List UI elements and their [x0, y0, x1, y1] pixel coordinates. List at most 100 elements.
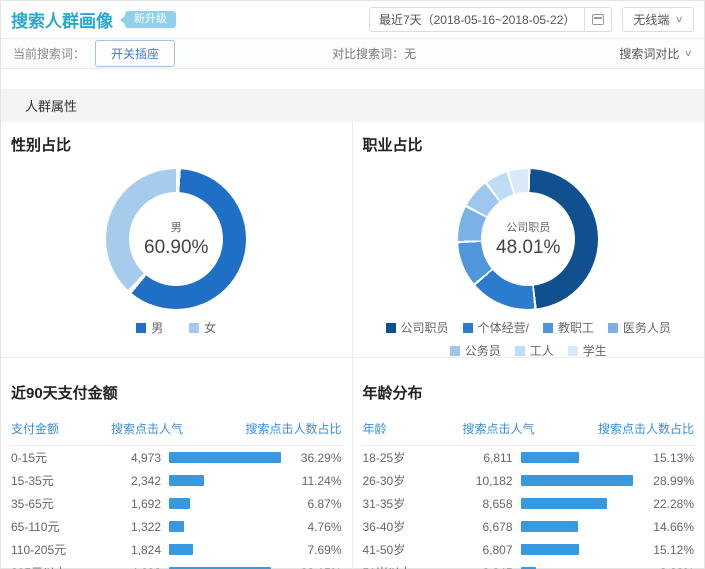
- row-percent: 7.69%: [307, 542, 342, 557]
- row-label: 0-15元: [11, 451, 48, 465]
- legend-item[interactable]: 男: [136, 319, 163, 336]
- gender-donut-center: 男 60.90%: [106, 169, 246, 309]
- legend-swatch: [567, 345, 578, 356]
- center-label: 男: [170, 222, 182, 234]
- row-percent: 28.99%: [653, 473, 694, 488]
- row-bar: [169, 452, 281, 463]
- gender-chart-panel: 性别占比 男 60.90% 男女: [1, 122, 353, 357]
- row-bar: [520, 567, 536, 569]
- bar-zone: [520, 521, 635, 532]
- date-range-picker[interactable]: 最近7天（2018-05-16~2018-05-22）: [368, 7, 613, 32]
- table-row: 36-40岁 6,678 14.66%: [361, 515, 697, 538]
- row-label: 51岁以上: [363, 564, 463, 569]
- table-row: 110-205元 1,824 7.69%: [9, 538, 344, 561]
- table-row: 31-35岁 8,658 22.28%: [361, 492, 697, 515]
- row-bar: [169, 544, 193, 555]
- legend-item[interactable]: 公务员: [449, 342, 501, 359]
- row-percent: 14.66%: [653, 519, 694, 534]
- age-table-panel: 年龄分布 年龄 搜索点击人气 搜索点击人数占比 18-25岁 6,811 15.…: [353, 358, 705, 569]
- row-value: 1,692: [130, 496, 161, 511]
- row-label: 205元以上: [11, 564, 111, 569]
- row-value: 1,322: [130, 519, 161, 534]
- legend-swatch: [385, 322, 396, 333]
- row-value: 6,678: [482, 519, 513, 534]
- bar-zone: [169, 521, 282, 532]
- gender-donut-chart[interactable]: 男 60.90%: [106, 169, 247, 309]
- legend-swatch: [607, 322, 618, 333]
- row-value: 4,973: [130, 450, 161, 465]
- date-range-label: 最近7天（2018-05-16~2018-05-22）: [378, 13, 576, 27]
- device-dropdown[interactable]: 无线端 ∨: [622, 7, 694, 32]
- row-bar: [169, 521, 184, 532]
- legend-item[interactable]: 个体经营/: [462, 319, 529, 336]
- row-value: 1,824: [130, 542, 161, 557]
- row-value: 4,698: [111, 566, 161, 569]
- row-percent: 36.29%: [300, 450, 342, 465]
- row-label: 36-40岁: [362, 520, 406, 534]
- bar-zone: [169, 544, 282, 555]
- row-percent: 6.87%: [307, 496, 342, 511]
- row-percent: 11.24%: [301, 473, 342, 488]
- center-value: 60.90%: [144, 237, 209, 258]
- legend-label: 公司职员: [400, 321, 449, 335]
- row-value: 2,342: [130, 473, 161, 488]
- legend-swatch: [462, 322, 473, 333]
- bar-zone: [169, 475, 282, 486]
- row-label: 65-110元: [11, 520, 60, 534]
- bar-zone: [169, 452, 282, 463]
- row-label: 35-65元: [11, 497, 54, 511]
- upgrade-badge: 新升级: [120, 11, 176, 28]
- bar-zone: [169, 498, 282, 509]
- calendar-icon: [592, 14, 605, 25]
- search-term-toolbar: 当前搜索词： 开关插座 对比搜索词：无 搜索词对比 ∨: [1, 38, 704, 69]
- row-value: 8,658: [482, 496, 513, 511]
- gender-legend: 男女: [9, 319, 344, 336]
- column-header: 搜索点击人气: [462, 422, 535, 436]
- legend-label: 教职工: [557, 321, 594, 335]
- center-label: 公司职员: [506, 222, 551, 234]
- legend-label: 医务人员: [622, 321, 671, 335]
- legend-label: 个体经营/: [477, 321, 529, 335]
- payment-table-header: 支付金额 搜索点击人气 搜索点击人数占比: [9, 420, 344, 446]
- bar-zone: [169, 567, 282, 569]
- bar-zone: [520, 567, 635, 569]
- keyword-compare-dropdown[interactable]: 搜索词对比 ∨: [619, 45, 694, 62]
- legend-item[interactable]: 女: [189, 319, 216, 336]
- age-table-body: 18-25岁 6,811 15.13% 26-30岁 10,182 28.99%…: [361, 446, 697, 569]
- device-label: 无线端: [633, 13, 670, 27]
- row-bar: [520, 498, 607, 509]
- column-header: 搜索点击人气: [111, 422, 184, 436]
- table-row: 0-15元 4,973 36.29%: [9, 446, 344, 469]
- row-percent: 33.15%: [290, 566, 342, 569]
- legend-item[interactable]: 教职工: [542, 319, 594, 336]
- legend-item[interactable]: 医务人员: [607, 319, 671, 336]
- row-label: 18-25岁: [362, 451, 406, 465]
- legend-swatch: [514, 345, 525, 356]
- occupation-donut-chart[interactable]: 公司职员 48.01%: [458, 169, 599, 309]
- calendar-button[interactable]: [584, 8, 611, 31]
- row-percent: 15.12%: [653, 542, 694, 557]
- payment-table-title: 近90天支付金额: [11, 385, 118, 402]
- keyword-compare-label: 搜索词对比: [619, 47, 680, 61]
- row-bar: [169, 475, 204, 486]
- row-bar: [169, 567, 271, 569]
- chevron-down-icon: ∨: [684, 48, 694, 58]
- column-header: 搜索点击人数占比: [245, 422, 342, 436]
- payment-table-body: 0-15元 4,973 36.29% 15-35元 2,342 11.24% 3…: [9, 446, 344, 569]
- page-header: 搜索人群画像 新升级 最近7天（2018-05-16~2018-05-22） 无…: [1, 1, 704, 38]
- legend-item[interactable]: 工人: [514, 342, 554, 359]
- table-row: 15-35元 2,342 11.24%: [9, 469, 344, 492]
- table-row: 205元以上 4,698 33.15%: [9, 561, 344, 569]
- legend-item[interactable]: 学生: [567, 342, 607, 359]
- table-row: 51岁以上 2,845 3.82%: [361, 561, 697, 569]
- legend-swatch: [449, 345, 460, 356]
- current-keyword-button[interactable]: 开关插座: [95, 40, 176, 67]
- row-bar: [520, 452, 579, 463]
- occupation-donut-center: 公司职员 48.01%: [458, 169, 598, 309]
- payment-table-panel: 近90天支付金额 支付金额 搜索点击人气 搜索点击人数占比 0-15元 4,97…: [1, 358, 353, 569]
- legend-item[interactable]: 公司职员: [385, 319, 449, 336]
- row-value: 6,807: [482, 542, 513, 557]
- age-table-header: 年龄 搜索点击人气 搜索点击人数占比: [360, 420, 696, 446]
- row-label: 15-35元: [11, 474, 54, 488]
- column-header: 年龄: [362, 422, 387, 436]
